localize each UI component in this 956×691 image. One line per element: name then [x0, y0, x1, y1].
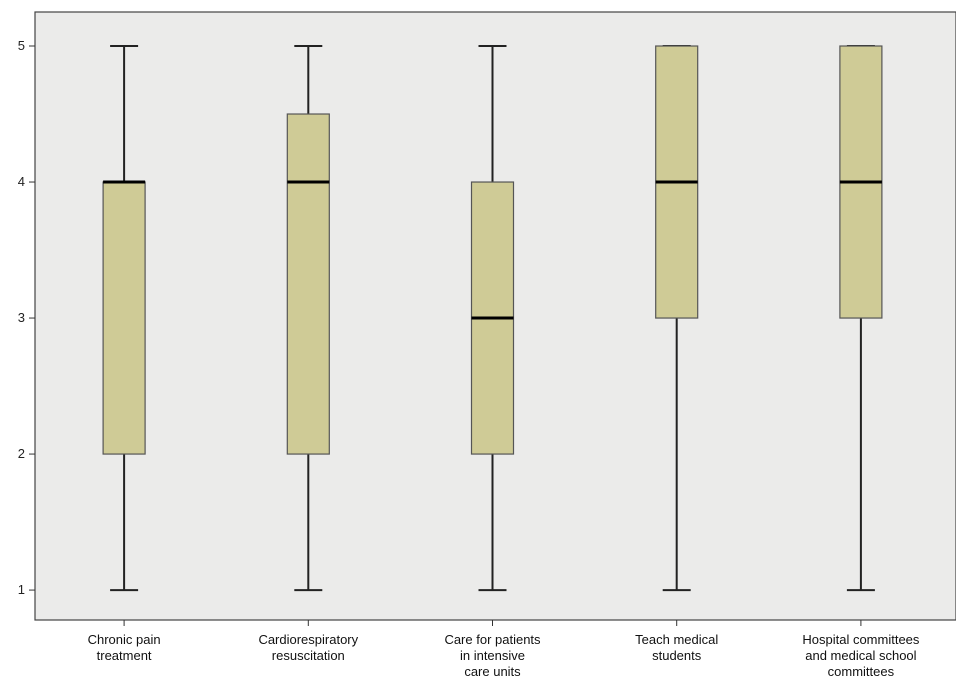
y-tick-label: 1: [18, 582, 25, 597]
x-category-label: Cardiorespiratory resuscitation: [258, 632, 358, 663]
x-category-label: Teach medical students: [635, 632, 718, 663]
y-tick-label: 3: [18, 310, 25, 325]
box-1: [102, 45, 146, 592]
box-2: [286, 45, 330, 592]
x-axis: Chronic pain treatment Cardiorespiratory re…: [88, 620, 920, 679]
box-5: [839, 45, 883, 592]
box-series: [102, 45, 883, 592]
box-4: [655, 45, 699, 592]
iqr-box: [102, 181, 146, 455]
y-tick-label: 4: [18, 174, 25, 189]
x-category-label: Hospital committees and medical school com…: [802, 632, 920, 679]
iqr-box: [286, 113, 330, 455]
box-3: [470, 45, 515, 592]
y-axis: 1 2 3 4 5: [18, 38, 35, 597]
x-category-label: Chronic pain treatment: [88, 632, 161, 663]
y-tick-label: 2: [18, 446, 25, 461]
x-category-label: Care for patients in intensive care units: [444, 632, 541, 679]
y-tick-label: 5: [18, 38, 25, 53]
